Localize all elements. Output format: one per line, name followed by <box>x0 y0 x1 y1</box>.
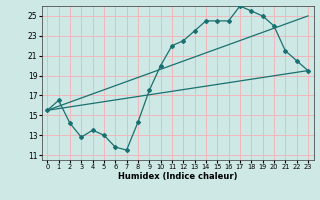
X-axis label: Humidex (Indice chaleur): Humidex (Indice chaleur) <box>118 172 237 181</box>
